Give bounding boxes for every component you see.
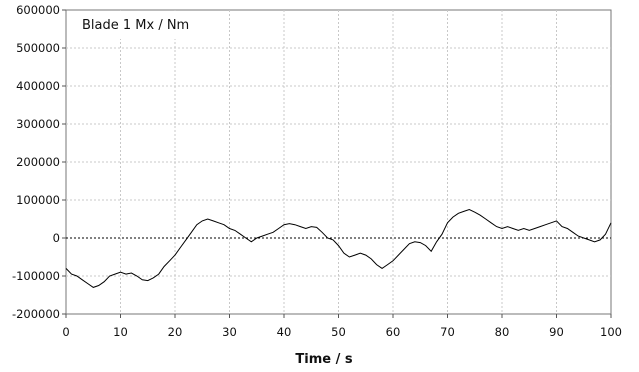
x-tick-label: 60 (386, 325, 401, 339)
y-tick-label: -100000 (12, 269, 60, 283)
y-tick-label: 600000 (16, 3, 60, 17)
x-tick-label: 90 (549, 325, 564, 339)
x-axis-ticks: 0 10 20 30 40 50 60 70 80 90 100 (62, 314, 622, 339)
chart-title: Blade 1 Mx / Nm (82, 18, 189, 33)
x-tick-label: 30 (222, 325, 237, 339)
y-tick-label: 400000 (16, 79, 60, 93)
x-tick-label: 0 (62, 325, 69, 339)
grid (66, 10, 611, 314)
x-tick-label: 50 (331, 325, 346, 339)
x-tick-label: 70 (440, 325, 455, 339)
x-tick-label: 80 (495, 325, 510, 339)
x-axis-label: Time / s (295, 352, 352, 367)
y-tick-label: 100000 (16, 193, 60, 207)
y-tick-label: 0 (53, 231, 60, 245)
x-tick-label: 100 (600, 325, 622, 339)
x-tick-label: 20 (168, 325, 183, 339)
y-tick-label: 500000 (16, 41, 60, 55)
series-line (65, 208, 612, 288)
x-tick-label: 40 (277, 325, 292, 339)
y-axis-ticks: -200000 -100000 0 100000 200000 300000 400000 5… (12, 3, 66, 321)
x-tick-label: 10 (113, 325, 128, 339)
y-tick-label: 200000 (16, 155, 60, 169)
y-tick-label: -200000 (12, 307, 60, 321)
title-box (67, 11, 207, 39)
y-tick-label: 300000 (16, 117, 60, 131)
